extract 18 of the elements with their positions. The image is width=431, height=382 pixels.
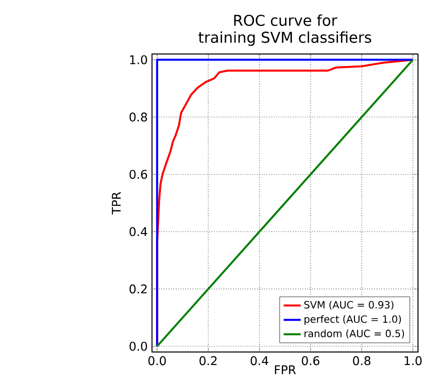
y-axis-title: TPR xyxy=(112,192,121,214)
x-tick-label: 0.6 xyxy=(302,356,320,366)
y-tick-label: 0.2 xyxy=(130,284,147,294)
y-tick-label: 0.8 xyxy=(130,112,147,122)
x-axis-title: FPR xyxy=(274,365,296,374)
x-tick-label: 0.0 xyxy=(148,356,166,366)
y-tick-label: 0.0 xyxy=(130,342,148,351)
y-tick-label: 0.6 xyxy=(130,170,148,179)
y-tick-label: 1.0 xyxy=(130,55,148,64)
legend-label: random (AUC = 0.5) xyxy=(304,330,404,338)
x-tick-label: 0.8 xyxy=(353,356,370,366)
legend-label: perfect (AUC = 1.0) xyxy=(304,315,401,325)
x-tick-label: 0.2 xyxy=(200,356,217,366)
chart-title: ROC curve for training SVM classifiers xyxy=(198,14,372,46)
x-tick-label: 1.0 xyxy=(404,356,422,366)
x-tick-label: 0.4 xyxy=(250,356,268,366)
legend-label: SVM (AUC = 0.93) xyxy=(304,300,394,310)
y-tick-label: 0.4 xyxy=(130,227,148,236)
